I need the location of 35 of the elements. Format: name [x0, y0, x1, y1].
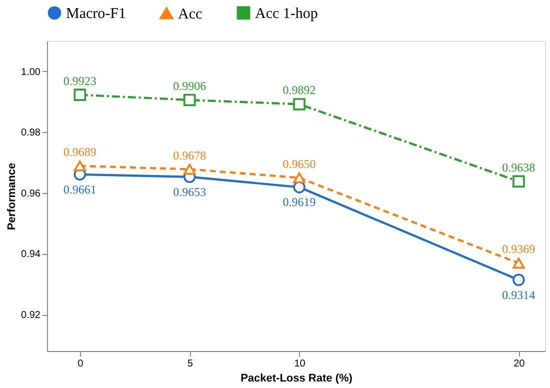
- data-label: 0.9369: [502, 242, 536, 256]
- data-label: 0.9678: [173, 148, 206, 162]
- data-label: 0.9638: [502, 160, 536, 174]
- data-label: 0.9689: [63, 144, 96, 159]
- x-tick-label: 20: [514, 358, 526, 370]
- point: [512, 258, 525, 269]
- data-label: 0.9892: [282, 83, 316, 98]
- y-tick-label: 0.96: [21, 188, 41, 200]
- point: [74, 88, 86, 101]
- data-label: 0.9923: [63, 74, 96, 88]
- data-label: 0.9906: [173, 78, 206, 93]
- point: [74, 160, 86, 172]
- point: [512, 175, 525, 188]
- y-tick-label: 0.98: [21, 128, 41, 139]
- x-tick-label: 5: [187, 358, 194, 370]
- data-label: 0.9314: [502, 288, 536, 302]
- point: [183, 164, 196, 175]
- data-label: 0.9650: [282, 156, 316, 171]
- point: [293, 98, 306, 110]
- point: [183, 94, 196, 106]
- point: [512, 274, 525, 286]
- y-tick-label: 0.94: [21, 249, 41, 260]
- y-tick-label: 0.92: [21, 310, 41, 322]
- legend-label: Macro-F1: [66, 6, 126, 22]
- data-label: 0.9661: [63, 182, 96, 196]
- y-axis-title: Performance: [6, 162, 18, 230]
- x-tick-label: 0: [78, 358, 84, 370]
- data-label: 0.9619: [282, 195, 316, 210]
- data-label: 0.9653: [173, 184, 206, 199]
- x-axis-title: Packet-Loss Rate (%): [240, 372, 353, 384]
- legend-label: Acc 1-hop: [255, 6, 318, 22]
- y-tick-label: 1.00: [21, 66, 41, 78]
- legend-label: Acc: [178, 6, 202, 22]
- point: [293, 172, 306, 184]
- x-tick-label: 10: [294, 358, 306, 370]
